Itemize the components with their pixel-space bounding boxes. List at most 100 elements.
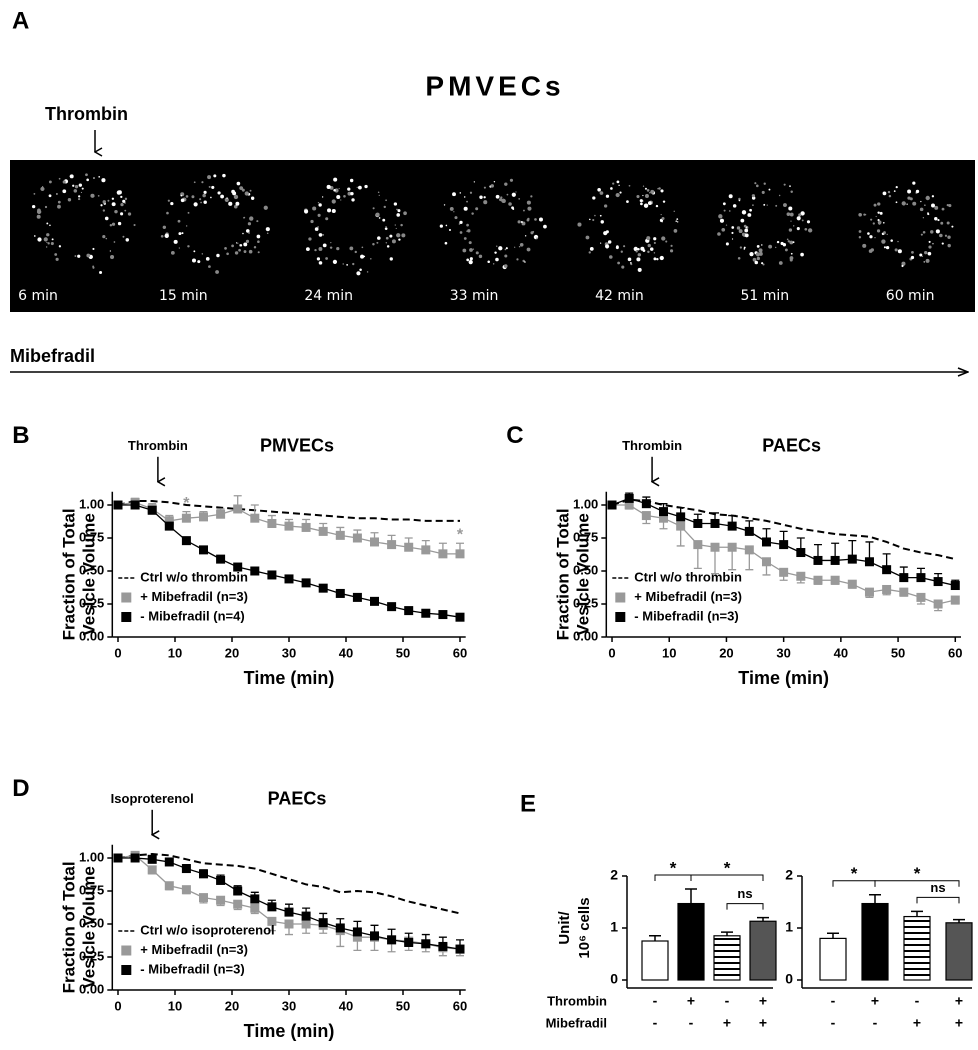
vesicle-dot (673, 229, 678, 233)
vesicle-dot (314, 248, 317, 252)
vesicle-dot (257, 251, 260, 254)
data-point (181, 864, 191, 874)
data-point (693, 540, 703, 550)
vesicle-dot (807, 228, 813, 233)
vesicle-dot (751, 194, 755, 198)
vesicle-dot (459, 192, 462, 194)
vesicle-dot (747, 213, 752, 217)
vesicle-dot (167, 199, 170, 202)
vesicle-dot (56, 193, 58, 195)
vesicle-dot (669, 249, 674, 253)
vesicle-dot (738, 229, 743, 234)
vesicle-dot (941, 242, 944, 245)
frame-time: 60 min (886, 288, 935, 304)
vesicle-dot (318, 261, 323, 265)
vesicle-dot (792, 241, 795, 244)
x-axis-label: Time (min) (738, 668, 829, 688)
vesicle-dot (468, 259, 473, 265)
panel-label: B (12, 422, 29, 449)
vesicle-dot (912, 201, 917, 206)
legend-swatch (121, 945, 132, 956)
vesicle-dot (318, 246, 323, 251)
data-point (352, 533, 362, 543)
vesicle-dot (459, 231, 463, 234)
vesicle-dot (937, 219, 940, 222)
vesicle-dot (312, 206, 317, 211)
vesicle-dot (107, 199, 110, 202)
vesicle-dot (86, 253, 91, 258)
vesicle-dot (744, 228, 749, 233)
vesicle-dot (912, 181, 916, 185)
y-tick-label: 1.00 (79, 849, 104, 864)
data-point (899, 587, 909, 597)
vesicle-dot (516, 258, 519, 261)
vesicle-dot (326, 184, 331, 190)
vesicle-dot (789, 240, 794, 245)
vesicle-dot (40, 186, 45, 192)
vesicle-dot (944, 234, 948, 237)
vesicle-dot (203, 190, 207, 194)
data-point (607, 500, 617, 510)
vesicle-dot (921, 255, 924, 257)
data-point (727, 521, 737, 531)
frame-time: 33 min (450, 288, 499, 304)
x-tick-label: 30 (776, 645, 790, 660)
legend-label: Ctrl w/o thrombin (634, 569, 742, 584)
vesicle-dot (761, 190, 765, 194)
error-bar (869, 893, 881, 904)
vesicle-dot (237, 242, 239, 244)
vesicle-dot (58, 245, 62, 248)
data-point (181, 536, 191, 546)
vesicle-dot (346, 263, 349, 266)
vesicle-dot (191, 258, 196, 263)
bar (677, 902, 705, 981)
data-point (267, 518, 277, 528)
vesicle-dot (384, 227, 388, 230)
vesicle-dot (623, 245, 626, 248)
vesicle-dot (336, 194, 341, 200)
vesicle-dot (372, 243, 375, 246)
vesicle-dot (116, 190, 122, 195)
error-bar (649, 935, 661, 941)
vesicle-dot (719, 218, 725, 223)
vesicle-dot (378, 194, 380, 196)
vesicle-dot (114, 209, 118, 214)
vesicle-dot (592, 218, 595, 222)
vesicle-dot (673, 210, 675, 213)
data-point (301, 911, 311, 921)
legend-swatch (121, 612, 132, 622)
bar (903, 915, 931, 981)
vesicle-dot (870, 218, 873, 221)
vesicle-dot (919, 253, 923, 257)
y-tick-label: 1 (610, 919, 618, 935)
vesicle-dot (906, 203, 908, 205)
vesicle-dot (62, 189, 67, 194)
significance-label: * (914, 864, 921, 883)
vesicle-dot (536, 237, 539, 240)
error-bar (911, 910, 923, 917)
data-point (950, 581, 960, 591)
y-tick-label: 0.00 (79, 981, 104, 996)
data-point (727, 542, 737, 552)
y-tick-label: 1.00 (79, 496, 104, 511)
data-point (916, 592, 926, 602)
vesicle-dot (358, 185, 362, 190)
data-point (455, 612, 465, 622)
vesicle-dot (208, 265, 211, 268)
data-point (181, 513, 191, 523)
data-point (950, 595, 960, 605)
vesicle-dot (37, 237, 42, 242)
significance-label: * (670, 858, 677, 877)
legend-label: Ctrl w/o thrombin (140, 569, 248, 584)
data-point (199, 545, 208, 555)
vesicle-dot (248, 232, 250, 234)
vesicle-dot (102, 200, 106, 204)
vesicle-dot (244, 191, 249, 196)
y-axis-label: 10⁶ cells (576, 897, 593, 958)
condition-sign: + (955, 993, 963, 1009)
vesicle-dot (530, 231, 534, 235)
vesicle-dot (207, 175, 212, 180)
vesicle-dot (263, 205, 268, 210)
vesicle-dot (101, 178, 106, 183)
vesicle-dot (336, 246, 340, 251)
